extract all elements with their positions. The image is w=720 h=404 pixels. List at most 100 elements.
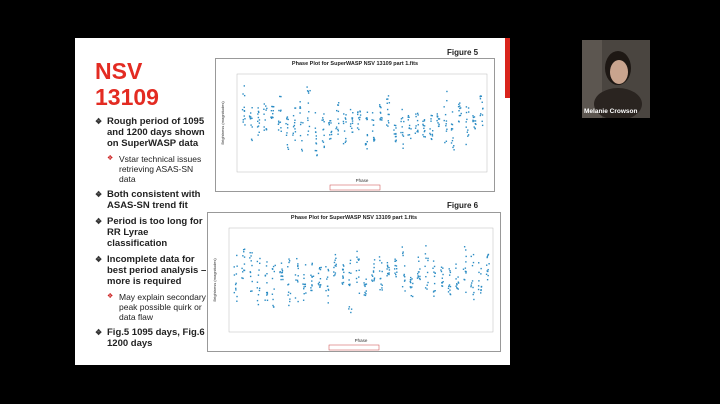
scatter-dot — [419, 268, 421, 270]
scatter-dot — [465, 143, 467, 146]
scatter-dot — [257, 303, 260, 306]
scatter-dot — [250, 255, 252, 257]
scatter-dot — [333, 261, 336, 264]
scatter-dot — [472, 120, 474, 123]
scatter-dot — [373, 266, 375, 269]
scatter-dot — [259, 262, 261, 265]
scatter-dot — [330, 137, 332, 140]
scatter-dot — [335, 265, 337, 267]
scatter-dot — [416, 119, 419, 122]
scatter-dot — [364, 142, 367, 145]
scatter-dot — [433, 275, 436, 278]
scatter-dot — [393, 129, 395, 131]
scatter-dot — [325, 289, 327, 292]
scatter-dot — [274, 264, 276, 267]
scatter-dot — [243, 115, 245, 117]
scatter-dot — [480, 289, 482, 291]
scatter-dot — [379, 105, 382, 108]
scatter-dot — [327, 302, 329, 304]
scatter-dot — [386, 268, 388, 270]
scatter-dot — [465, 255, 467, 258]
scatter-dot — [318, 284, 320, 286]
scatter-dot — [327, 270, 330, 272]
scatter-dot — [272, 306, 275, 308]
scatter-dot — [251, 264, 253, 267]
scatter-dot — [355, 270, 358, 272]
scatter-dot — [386, 264, 389, 267]
scatter-dot — [233, 266, 235, 268]
scatter-dot — [257, 120, 259, 123]
scatter-dot — [358, 258, 360, 260]
scatter-dot — [456, 283, 458, 285]
scatter-dot — [279, 271, 281, 273]
scatter-dot — [271, 105, 273, 108]
scatter-dot — [258, 287, 261, 290]
scatter-dot — [322, 128, 325, 131]
scatter-dot — [482, 107, 484, 110]
scatter-dot — [357, 117, 360, 119]
scatter-dot — [363, 284, 366, 286]
scatter-dot — [330, 122, 332, 124]
scatter-dot — [442, 281, 444, 283]
scatter-dot — [437, 122, 439, 124]
scatter-dot — [249, 271, 251, 273]
scatter-dot — [417, 256, 420, 258]
scatter-dot — [478, 262, 480, 264]
scatter-dot — [257, 134, 259, 136]
scatter-dot — [349, 108, 352, 111]
scatter-dot — [287, 283, 290, 285]
scatter-dot — [414, 132, 417, 134]
scatter-dot — [249, 252, 251, 254]
scatter-dot — [301, 148, 303, 151]
scatter-dot — [292, 126, 295, 128]
scatter-dot — [243, 94, 246, 97]
scatter-dot — [450, 123, 453, 125]
scatter-dot — [449, 285, 452, 288]
scatter-dot — [401, 108, 403, 111]
scatter-dot — [348, 306, 351, 308]
scatter-dot — [410, 294, 412, 297]
scatter-dot — [455, 267, 457, 269]
scatter-dot — [294, 274, 297, 276]
scatter-dot — [349, 123, 352, 125]
scatter-dot — [450, 127, 453, 130]
scatter-dot — [250, 138, 253, 140]
scatter-dot — [440, 269, 442, 271]
scatter-dot — [348, 283, 350, 286]
scatter-dot — [379, 259, 381, 262]
participant-name: Melanie Crowson — [584, 108, 638, 115]
scatter-dot — [400, 131, 402, 134]
scatter-dot — [465, 261, 467, 263]
scatter-dot — [280, 130, 282, 132]
scatter-dot — [345, 121, 347, 123]
scatter-dot — [395, 268, 398, 270]
scatter-dot — [294, 119, 296, 121]
scatter-dot — [414, 127, 417, 129]
scatter-dot — [433, 265, 436, 268]
scatter-dot — [257, 294, 260, 296]
scatter-dot — [455, 285, 457, 287]
scatter-dot — [486, 255, 489, 258]
scatter-dot — [280, 127, 282, 129]
scatter-dot — [388, 269, 391, 271]
scatter-dot — [310, 289, 312, 292]
scatter-dot — [431, 114, 433, 117]
scatter-dot — [424, 130, 426, 132]
scatter-dot — [271, 268, 274, 270]
plot-title: Phase Plot for SuperWASP NSV 13109 part … — [292, 61, 418, 67]
scatter-dot — [294, 297, 297, 299]
scatter-dot — [320, 266, 322, 269]
scatter-dot — [393, 268, 396, 270]
scatter-dot — [312, 275, 315, 277]
figure-image: Phase Plot for SuperWASP NSV 13109 part … — [215, 58, 495, 192]
scatter-dot — [417, 275, 419, 277]
scatter-dot — [256, 299, 259, 302]
scatter-dot — [387, 125, 389, 127]
scatter-dot — [272, 265, 275, 268]
scatter-dot — [299, 123, 302, 126]
scatter-dot — [394, 135, 397, 138]
scatter-dot — [311, 264, 313, 266]
scatter-dot — [277, 120, 280, 122]
scatter-dot — [358, 292, 361, 294]
scatter-dot — [457, 288, 459, 290]
